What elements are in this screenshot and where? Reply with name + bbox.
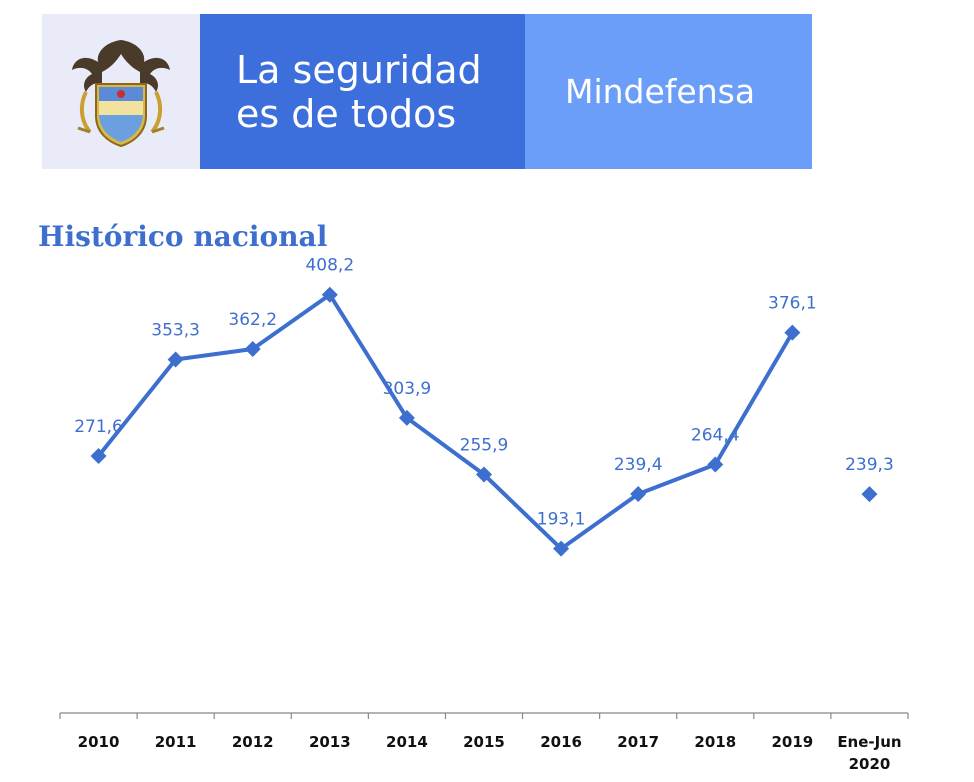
x-tick-label-line: 2012	[232, 733, 274, 751]
data-point-marker	[476, 466, 492, 483]
data-label: 271,6	[74, 417, 123, 437]
data-point-marker	[398, 409, 415, 426]
header-banner: La seguridad es de todos Mindefensa	[42, 14, 812, 169]
x-tick-label-line: 2010	[78, 733, 120, 751]
data-point-marker	[553, 540, 570, 557]
brand-panel: Mindefensa	[525, 14, 812, 169]
x-tick-label: 2013	[309, 733, 351, 751]
data-label: 255,9	[460, 436, 509, 456]
x-tick-label: 2011	[155, 733, 197, 751]
data-label: 239,3	[845, 455, 894, 475]
x-tick-label: 2015	[463, 733, 505, 751]
data-label: 362,2	[228, 310, 277, 330]
data-label: 376,1	[768, 294, 817, 314]
series-line	[96, 292, 795, 551]
data-label: 239,4	[614, 455, 663, 475]
x-tick-label-line: 2020	[849, 755, 891, 773]
data-point-marker	[784, 324, 801, 341]
data-label: 353,3	[151, 321, 200, 341]
slogan-panel: La seguridad es de todos	[200, 14, 525, 169]
data-point-marker	[90, 448, 107, 464]
x-tick-label-line: 2011	[155, 733, 197, 751]
data-point-marker	[630, 486, 647, 503]
x-tick-label-line: 2019	[771, 733, 813, 751]
data-point-marker	[244, 341, 261, 358]
data-point-marker	[861, 486, 878, 503]
x-tick-label-line: 2015	[463, 733, 505, 751]
x-tick-label: 2016	[540, 733, 582, 751]
colombia-coat-of-arms-icon	[72, 39, 170, 147]
x-tick-label: 2018	[694, 733, 736, 751]
slogan-line-2: es de todos	[236, 91, 457, 136]
x-tick-label: 2014	[386, 733, 428, 751]
x-tick-label-line: 2016	[540, 733, 582, 751]
x-tick-label-line: 2014	[386, 733, 428, 751]
slogan-line-1: La seguridad	[236, 47, 482, 92]
data-point-marker	[707, 456, 724, 473]
brand-name: Mindefensa	[565, 72, 756, 111]
x-tick-label: 2010	[78, 733, 120, 751]
data-label: 193,1	[537, 510, 586, 530]
x-tick-label-line: 2013	[309, 733, 351, 751]
x-tick-label: 2012	[232, 733, 274, 751]
seal-panel	[42, 14, 200, 169]
x-tick-label-line: 2018	[694, 733, 736, 751]
data-label: 303,9	[383, 379, 432, 399]
data-point-marker	[321, 286, 338, 303]
data-label: 264,4	[691, 426, 740, 446]
x-tick-label-line: Ene-Jun	[837, 733, 901, 751]
x-tick-label: 2019	[771, 733, 813, 751]
x-tick-label: 2017	[617, 733, 659, 751]
x-tick-label-line: 2017	[617, 733, 659, 751]
chart-title: Histórico nacional	[38, 220, 328, 253]
data-label: 408,2	[305, 256, 354, 276]
data-point-marker	[167, 351, 184, 368]
x-tick-label: Ene-Jun 2020	[837, 733, 901, 773]
